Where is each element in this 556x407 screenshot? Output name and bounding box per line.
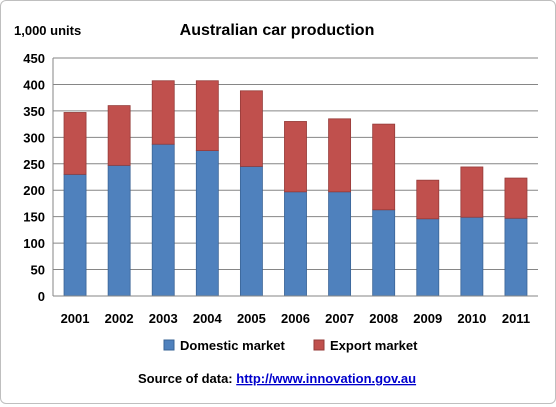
x-tick-label: 2001 xyxy=(61,311,90,326)
bar-export-2008 xyxy=(372,123,396,211)
bar-domestic-2003 xyxy=(151,143,175,297)
bar-domestic-2001 xyxy=(63,173,87,297)
y-tick-label: 350 xyxy=(23,104,45,119)
y-tick-label: 0 xyxy=(38,289,45,304)
y-tick-label: 400 xyxy=(23,77,45,92)
x-tick-label: 2009 xyxy=(413,311,442,326)
bar-domestic-2002 xyxy=(107,164,131,297)
y-tick-label: 250 xyxy=(23,157,45,172)
source-link[interactable]: http://www.innovation.gov.au xyxy=(236,371,416,386)
y-tick-label: 200 xyxy=(23,183,45,198)
y-tick-label: 450 xyxy=(23,51,45,66)
bar-export-2002 xyxy=(107,105,131,166)
y-tick-labels: 0 50 100 150 200 250 300 350 400 450 xyxy=(23,51,45,304)
bar-domestic-2010 xyxy=(460,216,484,297)
bar-domestic-2007 xyxy=(328,191,352,297)
x-tick-labels: 2001 2002 2003 2004 2005 2006 2007 2008 2009 2010… xyxy=(61,311,530,326)
x-tick-label: 2010 xyxy=(457,311,486,326)
bar-export-2006 xyxy=(284,121,307,193)
bar-domestic-2011 xyxy=(504,217,528,297)
bar-export-2010 xyxy=(460,166,484,218)
legend-label-export: Export market xyxy=(330,338,418,353)
x-tick-label: 2007 xyxy=(325,311,354,326)
y-axis-unit-label: 1,000 units xyxy=(14,23,81,38)
bar-export-2005 xyxy=(239,90,263,167)
x-tick-label: 2006 xyxy=(281,311,310,326)
y-tick-label: 150 xyxy=(23,210,45,225)
y-tick-label: 100 xyxy=(23,236,45,251)
bar-export-2003 xyxy=(151,80,175,145)
x-tick-label: 2008 xyxy=(369,311,398,326)
bar-domestic-2008 xyxy=(372,209,396,297)
x-tick-label: 2002 xyxy=(105,311,134,326)
y-tick-label: 50 xyxy=(31,263,45,278)
legend-swatch-export xyxy=(313,339,325,351)
source-label: Source of data: xyxy=(138,371,236,386)
x-tick-label: 2003 xyxy=(149,311,178,326)
bar-export-2004 xyxy=(195,80,219,151)
legend-swatch-domestic xyxy=(163,339,175,351)
bar-export-2007 xyxy=(328,118,352,193)
chart-title: Australian car production xyxy=(180,22,375,39)
bar-domestic-2004 xyxy=(195,150,219,297)
bar-domestic-2009 xyxy=(416,218,440,297)
legend-label-domestic: Domestic market xyxy=(180,338,285,353)
source-note: Source of data: http://www.innovation.go… xyxy=(138,371,416,386)
x-tick-label: 2005 xyxy=(237,311,266,326)
bar-domestic-2006 xyxy=(284,191,307,297)
y-tick-label: 300 xyxy=(23,130,45,145)
bar-export-2001 xyxy=(63,112,87,175)
bar-domestic-2005 xyxy=(239,166,263,297)
x-tick-label: 2011 xyxy=(502,311,530,326)
bar-export-2009 xyxy=(416,179,440,220)
bars xyxy=(63,80,528,297)
bar-export-2011 xyxy=(504,177,528,219)
x-tick-label: 2004 xyxy=(193,311,223,326)
legend: Domestic market Export market xyxy=(163,338,418,353)
